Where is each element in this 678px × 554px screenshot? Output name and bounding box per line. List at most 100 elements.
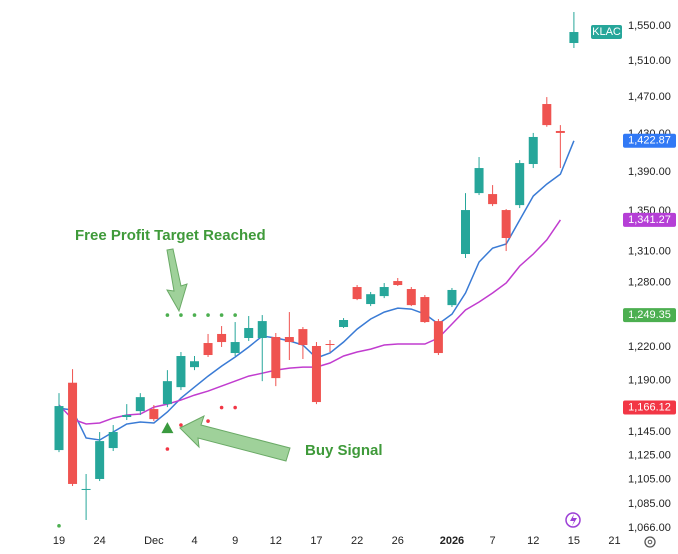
candle-body [108, 432, 118, 449]
x-tick-label: 9 [232, 535, 238, 547]
plot: 1,066.00 1,085.00 1,105.00 1,125.00 1,145.00… [53, 12, 671, 547]
y-tick-label: 1,470.00 [628, 91, 671, 103]
candle-body [501, 210, 511, 239]
x-tick-label: 21 [608, 535, 620, 547]
candle-body [339, 320, 349, 328]
x-tick-label: 12 [527, 535, 539, 547]
candle-body [515, 163, 525, 206]
candle-body [393, 281, 403, 286]
buy-arrow [179, 415, 291, 462]
y-tick-label: 1,510.00 [628, 55, 671, 67]
candle-body [447, 289, 457, 306]
y-tick-label: 1,190.00 [628, 374, 671, 386]
candle-body [95, 441, 105, 479]
price-badge-label: 1,341.27 [628, 214, 671, 226]
candle-body [352, 287, 362, 300]
y-tick-label: 1,145.00 [628, 426, 671, 438]
signal-dot [165, 447, 170, 451]
x-tick-label: 7 [490, 535, 496, 547]
candle-body [54, 406, 64, 451]
y-tick-label: 1,550.00 [628, 20, 671, 32]
y-tick-label: 1,310.00 [628, 245, 671, 257]
buy-annotation: Buy Signal [305, 442, 383, 459]
signal-dot [206, 313, 210, 317]
y-tick-label: 1,125.00 [628, 450, 671, 462]
signal-dot [179, 313, 183, 317]
symbol-badge [591, 25, 622, 40]
signal-dot [206, 419, 210, 423]
y-tick-label: 1,105.00 [628, 474, 671, 486]
profit-annotation: Free Profit Target Reached [75, 227, 266, 244]
y-tick-label: 1,280.00 [628, 277, 671, 289]
signal-dot [165, 313, 170, 317]
x-tick-label: 24 [94, 535, 106, 547]
y-tick-label: 1,085.00 [628, 498, 671, 510]
candle-body [555, 130, 565, 133]
candle-body [244, 327, 254, 338]
candle-body [474, 168, 484, 194]
signal-dot [233, 405, 237, 410]
x-tick-label: 17 [310, 535, 322, 547]
icon-circle [565, 512, 581, 528]
ma-line [58, 219, 562, 425]
price-badge [623, 400, 676, 415]
candle-body [325, 344, 335, 346]
candle-body [379, 287, 389, 297]
signal-dot [57, 524, 61, 528]
price-badge [623, 212, 676, 227]
candle-body [406, 289, 416, 306]
candle-body [203, 343, 213, 356]
x-tick-label: 2026 [440, 535, 464, 547]
candle-body [420, 297, 430, 323]
x-tick-label: 4 [191, 535, 197, 547]
settings-icon[interactable] [644, 536, 656, 548]
candle-body [569, 32, 579, 44]
price-badge-label: 1,166.12 [628, 401, 671, 413]
candle-body [433, 321, 443, 354]
candle-body [271, 337, 281, 379]
price-badge-label: 1,422.87 [628, 135, 671, 147]
icon-gear [644, 536, 656, 548]
icon-gear-center [647, 539, 653, 545]
x-tick-label: 15 [568, 535, 580, 547]
price-badge [623, 133, 676, 148]
icon-bolt [570, 514, 577, 526]
signal-dot [192, 313, 197, 317]
candle-body [149, 409, 159, 420]
ai-icon[interactable] [565, 512, 581, 528]
signal-dot [233, 313, 237, 317]
candle-body [284, 337, 294, 343]
candle-body [176, 356, 186, 388]
candle-body [257, 321, 267, 338]
signal-dot [179, 423, 183, 427]
x-tick-label: 12 [270, 535, 282, 547]
y-tick-label: 1,066.00 [628, 522, 671, 534]
y-tick-label: 1,390.00 [628, 166, 671, 178]
x-tick-label: 19 [53, 535, 65, 547]
signal-dot [219, 405, 224, 410]
candle-body [122, 415, 132, 418]
candle-body [366, 294, 376, 305]
x-tick-label: 22 [351, 535, 363, 547]
y-tick-label: 1,220.00 [628, 341, 671, 353]
candle-body [135, 397, 145, 412]
candle-body [217, 333, 227, 343]
candle-body [461, 210, 470, 255]
candle-body [298, 329, 308, 346]
candle-body [311, 345, 321, 403]
candle-body [528, 136, 538, 165]
candle-body [162, 381, 172, 405]
x-tick-label: Dec [144, 535, 164, 547]
candle-body [488, 194, 498, 205]
candle-body [81, 488, 91, 490]
candle-body [230, 342, 240, 354]
price-badge [623, 308, 676, 323]
price-badge-label: 1,249.35 [628, 309, 671, 321]
symbol-label: KLAC [592, 26, 621, 38]
x-tick-label: 26 [392, 535, 404, 547]
signal-dot [219, 313, 224, 317]
profit-arrow [166, 248, 188, 313]
candle-body [68, 382, 78, 484]
